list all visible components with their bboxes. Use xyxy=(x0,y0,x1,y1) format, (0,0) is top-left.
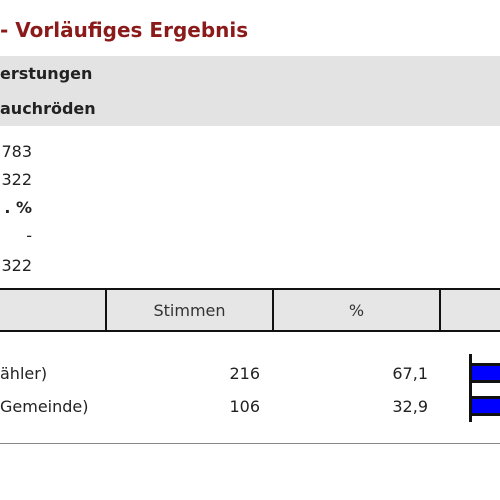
header-percent: % xyxy=(348,301,365,320)
column-separator xyxy=(272,290,274,330)
table-bottom-border xyxy=(0,443,500,444)
stat-turnout: . % xyxy=(4,198,32,217)
row-2-label: Gemeinde) xyxy=(0,397,89,416)
column-separator xyxy=(105,290,107,330)
page-title: - Vorläufiges Ergebnis xyxy=(0,18,249,42)
results-table-header: Stimmen % xyxy=(0,288,500,332)
stat-eligible-voters: 783 xyxy=(1,142,32,161)
header-line-municipality: erstungen xyxy=(0,64,93,83)
header-info-box: erstungen auchröden xyxy=(0,56,500,126)
result-bar-1 xyxy=(472,363,500,383)
column-separator xyxy=(439,290,441,330)
row-1-votes: 216 xyxy=(229,364,260,383)
bar-axis xyxy=(469,354,472,422)
stat-voters: 322 xyxy=(1,170,32,189)
stat-invalid: - xyxy=(26,226,32,245)
result-bar-2 xyxy=(472,396,500,416)
header-line-district: auchröden xyxy=(0,99,96,118)
row-2-percent: 32,9 xyxy=(392,397,428,416)
row-2-votes: 106 xyxy=(229,397,260,416)
row-1-label: ähler) xyxy=(0,364,48,383)
header-votes: Stimmen xyxy=(153,301,226,320)
row-1-percent: 67,1 xyxy=(392,364,428,383)
stat-valid: 322 xyxy=(1,256,32,275)
